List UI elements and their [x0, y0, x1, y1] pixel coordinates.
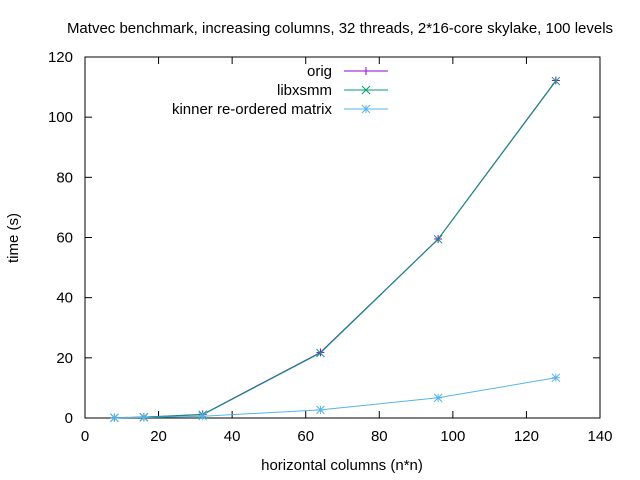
x-tick-label: 60 [297, 428, 314, 445]
series-line [114, 80, 557, 419]
x-tick-label: 120 [514, 428, 539, 445]
data-point [551, 76, 561, 86]
data-point [433, 234, 443, 244]
series-3 [110, 373, 561, 423]
series-1 [110, 76, 560, 422]
x-tick-label: 100 [440, 428, 465, 445]
series-line [114, 377, 556, 419]
y-tick-label: 120 [48, 49, 73, 66]
y-tick-label: 20 [56, 350, 73, 367]
y-axis-ticks: 0 20 40 60 80 100 120 [48, 49, 600, 427]
data-point [316, 348, 325, 358]
x-tick-label: 140 [587, 428, 612, 445]
x-tick-label: 20 [150, 428, 167, 445]
y-tick-label: 60 [56, 230, 73, 247]
data-point [198, 411, 208, 421]
data-point [139, 413, 149, 422]
x-tick-label: 0 [81, 428, 89, 445]
legend-item: libxsmm [277, 82, 388, 99]
data-point [110, 413, 119, 423]
plot-frame [84, 56, 601, 419]
y-tick-label: 0 [65, 410, 73, 427]
x-axis-ticks: 0 20 40 60 80 100 120 140 [81, 57, 613, 445]
x-tick-label: 80 [371, 428, 388, 445]
series-2 [110, 76, 561, 423]
legend-label: orig [307, 63, 332, 80]
y-axis-label: time (s) [5, 213, 22, 263]
y-tick-label: 80 [56, 169, 73, 186]
legend-marker [361, 104, 371, 114]
data-point [433, 393, 443, 403]
series-line [114, 80, 557, 419]
chart-title: Matvec benchmark, increasing columns, 32… [67, 20, 613, 37]
y-tick-label: 40 [56, 290, 73, 307]
legend: orig libxsmm kinner re-ordered matrix [172, 63, 388, 118]
data-point [551, 373, 561, 383]
legend-item: orig [307, 63, 388, 80]
legend-label: libxsmm [277, 82, 332, 99]
y-tick-label: 100 [48, 109, 73, 126]
legend-label: kinner re-ordered matrix [172, 101, 333, 118]
data-point [316, 405, 325, 415]
x-axis-label: horizontal columns (n*n) [261, 457, 423, 474]
legend-item: kinner re-ordered matrix [172, 101, 388, 118]
legend-marker [362, 67, 370, 75]
series-layer [110, 76, 561, 423]
x-tick-label: 40 [224, 428, 241, 445]
legend-marker [361, 85, 371, 95]
